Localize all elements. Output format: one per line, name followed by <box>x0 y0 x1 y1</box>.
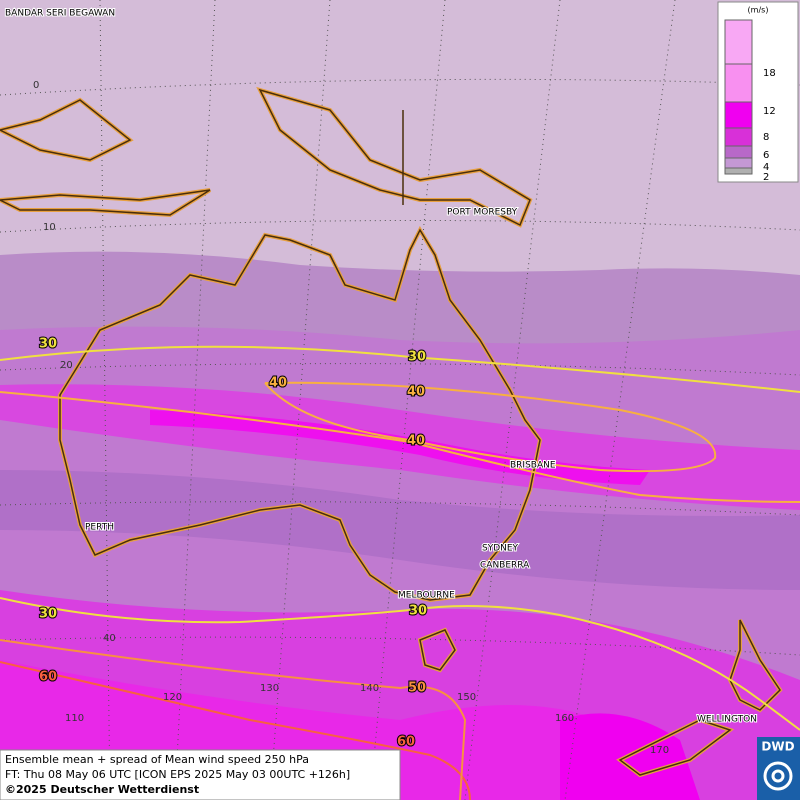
lat-label: 40 <box>103 633 116 644</box>
contour-line <box>0 391 800 503</box>
place-label: MELBOURNE <box>398 591 455 601</box>
lon-label: 130 <box>260 683 279 694</box>
contour-label: 30 <box>39 337 57 352</box>
contour-label: 30 <box>39 607 57 622</box>
coastline <box>0 88 781 776</box>
lon-label: 170 <box>650 745 669 756</box>
place-label: CANBERRA <box>480 561 530 571</box>
legend-label: 4 <box>763 162 769 173</box>
contour-label: 30 <box>408 350 426 365</box>
place-label: BANDAR SERI BEGAWAN <box>5 9 115 19</box>
legend-swatch <box>724 167 753 175</box>
contour-label: 30 <box>409 604 427 619</box>
legend-swatch <box>724 19 753 65</box>
legend-swatch <box>724 145 753 159</box>
legend-swatch <box>724 101 753 129</box>
contour-line <box>0 345 800 393</box>
contour-label: 60 <box>39 670 57 685</box>
place-label: WELLINGTON <box>697 715 757 725</box>
lat-label: 20 <box>60 360 73 371</box>
footer-line: Ensemble mean + spread of Mean wind spee… <box>5 753 309 766</box>
logo: DWD <box>761 740 794 754</box>
contour-line <box>0 639 467 801</box>
lat-label: 10 <box>43 222 56 233</box>
legend-label: 2 <box>763 172 769 183</box>
place-label: SYDNEY <box>482 544 519 554</box>
lon-label: 110 <box>65 713 84 724</box>
contour-label: 40 <box>407 385 425 400</box>
contour-label: 40 <box>269 376 287 391</box>
lon-label: 150 <box>457 692 476 703</box>
legend-swatch <box>724 63 753 103</box>
place-label: PORT MORESBY <box>447 208 518 218</box>
contour-label: 60 <box>397 735 415 750</box>
legend-label: 8 <box>763 132 769 143</box>
contour-line <box>0 597 800 731</box>
legend-swatch <box>724 127 753 147</box>
footer-line: FT: Thu 08 May 06 UTC [ICON EPS 2025 May… <box>5 768 350 781</box>
logo-swirl <box>771 769 785 783</box>
contour-line <box>264 381 717 473</box>
legend-unit: (m/s) <box>748 6 769 15</box>
lon-label: 120 <box>163 692 182 703</box>
footer-line: ©2025 Deutscher Wetterdienst <box>5 783 199 796</box>
legend-swatch <box>724 157 753 169</box>
lon-label: 140 <box>360 683 379 694</box>
contour-label: 40 <box>407 434 425 449</box>
lat-label: 0 <box>33 80 39 91</box>
spread-band <box>0 470 800 590</box>
legend-label: 18 <box>763 68 776 79</box>
legend-label: 12 <box>763 106 776 117</box>
contour-line <box>0 661 471 801</box>
lon-label: 160 <box>555 713 574 724</box>
place-label: PERTH <box>85 523 114 533</box>
spread-band <box>150 410 650 485</box>
legend-label: 6 <box>763 150 769 161</box>
place-label: BRISBANE <box>510 461 556 471</box>
logo-swirl <box>763 761 793 791</box>
footer-box <box>0 749 401 801</box>
contour-label: 50 <box>408 681 426 696</box>
